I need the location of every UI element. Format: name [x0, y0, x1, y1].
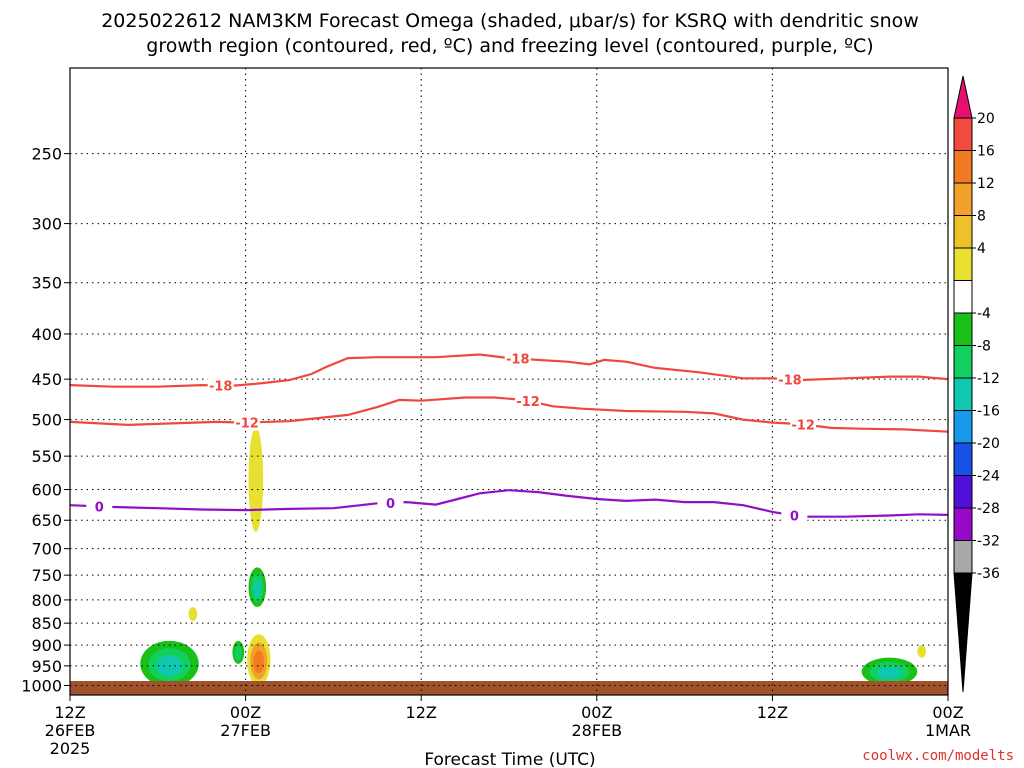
- y-tick-label-1000: 1000: [21, 677, 62, 696]
- y-tick-label-700: 700: [31, 540, 62, 559]
- y-tick-label-450: 450: [31, 370, 62, 389]
- colorbar-segment-10: [953, 410, 973, 444]
- plot-frame: [69, 67, 949, 696]
- contour-label-2-0: 0: [95, 500, 104, 515]
- omega-feature-6-level-2: [877, 666, 902, 679]
- contour-label-bg-0-2: [776, 371, 803, 388]
- omega-feature-4-level-0: [188, 607, 198, 621]
- credit-text: coolwx.com/modelts: [862, 748, 1014, 764]
- colorbar-segment-4: [953, 215, 973, 249]
- colorbar-label-10: -24: [977, 469, 1000, 485]
- x-tick-label-3-0: 00Z: [581, 703, 612, 722]
- contour-label-bg-2-2: [781, 507, 808, 524]
- colorbar-label-2: 12: [977, 176, 995, 192]
- colorbar-label-3: 8: [977, 209, 986, 225]
- omega-feature-5-level-1: [234, 645, 242, 661]
- colorbar: 20 16 12 8 4 -4 -8 -12 -16 -20 -24 -28 -32 -36: [953, 75, 1000, 693]
- colorbar-segment-9: [953, 377, 973, 411]
- colorbar-label-6: -8: [977, 339, 991, 355]
- colorbar-segment-5: [953, 247, 973, 281]
- y-tick-label-400: 400: [31, 325, 62, 344]
- colorbar-label-4: 4: [977, 241, 986, 257]
- colorbar-segment-2: [953, 150, 973, 184]
- x-tick-label-1-1: 27FEB: [220, 721, 271, 740]
- chart-title-line1: 2025022612 NAM3KM Forecast Omega (shaded…: [101, 10, 919, 32]
- x-tick-label-3-1: 28FEB: [571, 721, 622, 740]
- colorbar-label-7: -12: [977, 371, 1000, 387]
- colorbar-segment-7: [953, 312, 973, 346]
- colorbar-label-12: -32: [977, 534, 1000, 550]
- y-tick-label-650: 650: [31, 511, 62, 530]
- temperature-contours: -18 -18 -18 -12 -12 -12 0 0 0: [69, 350, 949, 524]
- y-tick-label-800: 800: [31, 591, 62, 610]
- contour-label-bg-0-0: [207, 377, 234, 394]
- y-tick-label-250: 250: [31, 145, 62, 164]
- colorbar-segment-3: [953, 182, 973, 216]
- omega-feature-1-level-2: [253, 580, 262, 598]
- omega-feature-0-level-0: [248, 427, 264, 532]
- ground-surface: [70, 681, 948, 695]
- colorbar-label-11: -28: [977, 501, 1000, 517]
- y-tick-label-900: 900: [31, 636, 62, 655]
- contour-label-bg-2-0: [86, 498, 113, 515]
- x-axis-label: Forecast Time (UTC): [424, 750, 595, 768]
- contour-label-bg-0-1: [504, 350, 531, 367]
- y-tick-label-550: 550: [31, 447, 62, 466]
- x-tick-label-0-1: 26FEB: [45, 721, 96, 740]
- contour-label-bg-1-2: [790, 416, 817, 433]
- chart-title-line2: growth region (contoured, red, ºC) and f…: [146, 35, 873, 57]
- contour-label-0-0: -18: [209, 380, 233, 395]
- contour-label-1-1: -12: [516, 395, 540, 410]
- colorbar-label-5: -4: [977, 306, 991, 322]
- y-tick-label-750: 750: [31, 566, 62, 585]
- grid-lines: [70, 68, 948, 695]
- omega-shading: [140, 427, 927, 687]
- contour-label-bg-1-1: [515, 392, 542, 409]
- colorbar-label-13: -36: [977, 566, 1000, 582]
- y-tick-label-600: 600: [31, 481, 62, 500]
- y-tick-label-950: 950: [31, 657, 62, 676]
- colorbar-segment-1: [953, 117, 973, 151]
- contour-line-1: [69, 396, 949, 433]
- colorbar-bottom-triangle: [953, 572, 973, 693]
- omega-feature-2-level-2: [253, 650, 264, 674]
- x-tick-label-5-1: 1MAR: [925, 721, 971, 740]
- colorbar-top-triangle: [953, 75, 973, 119]
- contour-label-2-1: 0: [386, 497, 395, 512]
- contour-label-1-0: -12: [235, 417, 259, 432]
- x-tick-label-5-0: 00Z: [932, 703, 963, 722]
- contour-label-bg-1-0: [234, 414, 261, 431]
- colorbar-label-0: 20: [977, 111, 995, 127]
- contour-label-0-1: -18: [506, 353, 530, 368]
- colorbar-label-1: 16: [977, 144, 995, 160]
- colorbar-segment-13: [953, 507, 973, 541]
- colorbar-segment-11: [953, 442, 973, 476]
- x-tick-label-4-0: 12Z: [757, 703, 788, 722]
- contour-label-1-2: -12: [791, 418, 815, 433]
- colorbar-segment-14: [953, 540, 973, 574]
- y-tick-label-350: 350: [31, 274, 62, 293]
- contour-line-2: [69, 489, 949, 518]
- y-tick-label-500: 500: [31, 411, 62, 430]
- colorbar-segment-8: [953, 345, 973, 379]
- colorbar-segment-6: [953, 280, 973, 314]
- ground-fill: [70, 681, 948, 695]
- colorbar-label-9: -20: [977, 436, 1000, 452]
- omega-feature-7-level-0: [917, 645, 927, 658]
- colorbar-label-8: -16: [977, 404, 1000, 420]
- y-tick-label-300: 300: [31, 215, 62, 234]
- colorbar-segment-12: [953, 475, 973, 509]
- x-tick-label-2-0: 12Z: [406, 703, 437, 722]
- contour-label-0-2: -18: [778, 373, 802, 388]
- x-tick-label-1-0: 00Z: [230, 703, 261, 722]
- contour-label-2-2: 0: [790, 509, 799, 524]
- y-tick-label-850: 850: [31, 614, 62, 633]
- contour-label-bg-2-1: [377, 494, 404, 511]
- y-axis-ticks: 250 300 350 400 450 500 550 600 650 700 750 800 850 9…: [21, 145, 70, 696]
- x-tick-label-0-2: 2025: [50, 739, 91, 758]
- x-tick-label-0-0: 12Z: [54, 703, 85, 722]
